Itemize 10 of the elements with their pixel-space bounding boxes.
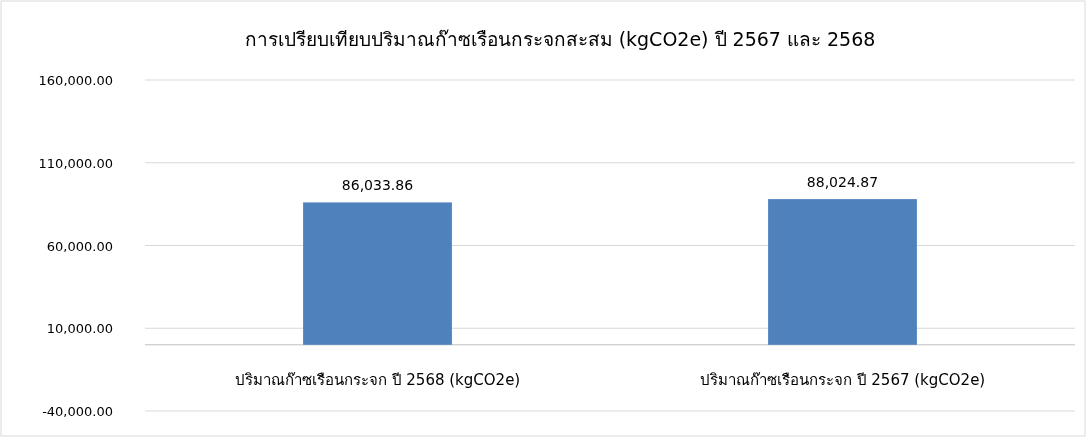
y-tick-label: -40,000.00: [42, 404, 113, 419]
y-tick-label: 160,000.00: [38, 73, 113, 88]
data-label: 86,033.86: [341, 177, 414, 194]
x-tick-label: ปริมาณก๊าซเรือนกระจก ปี 2568 (kgCO2e): [234, 370, 521, 389]
data-label: 88,024.87: [806, 174, 879, 191]
y-tick-label: 10,000.00: [46, 321, 113, 337]
y-tick-label: 60,000.00: [46, 238, 113, 254]
y-tick-label: 110,000.00: [38, 155, 113, 171]
chart-title: การเปรียบเทียบปริมาณก๊าซเรือนกระจกสะสม (kgCO2e) ปี 2567 และ 2568: [244, 28, 876, 50]
x-tick-label: ปริมาณก๊าซเรือนกระจก ปี 2567 (kgCO2e): [699, 370, 986, 389]
